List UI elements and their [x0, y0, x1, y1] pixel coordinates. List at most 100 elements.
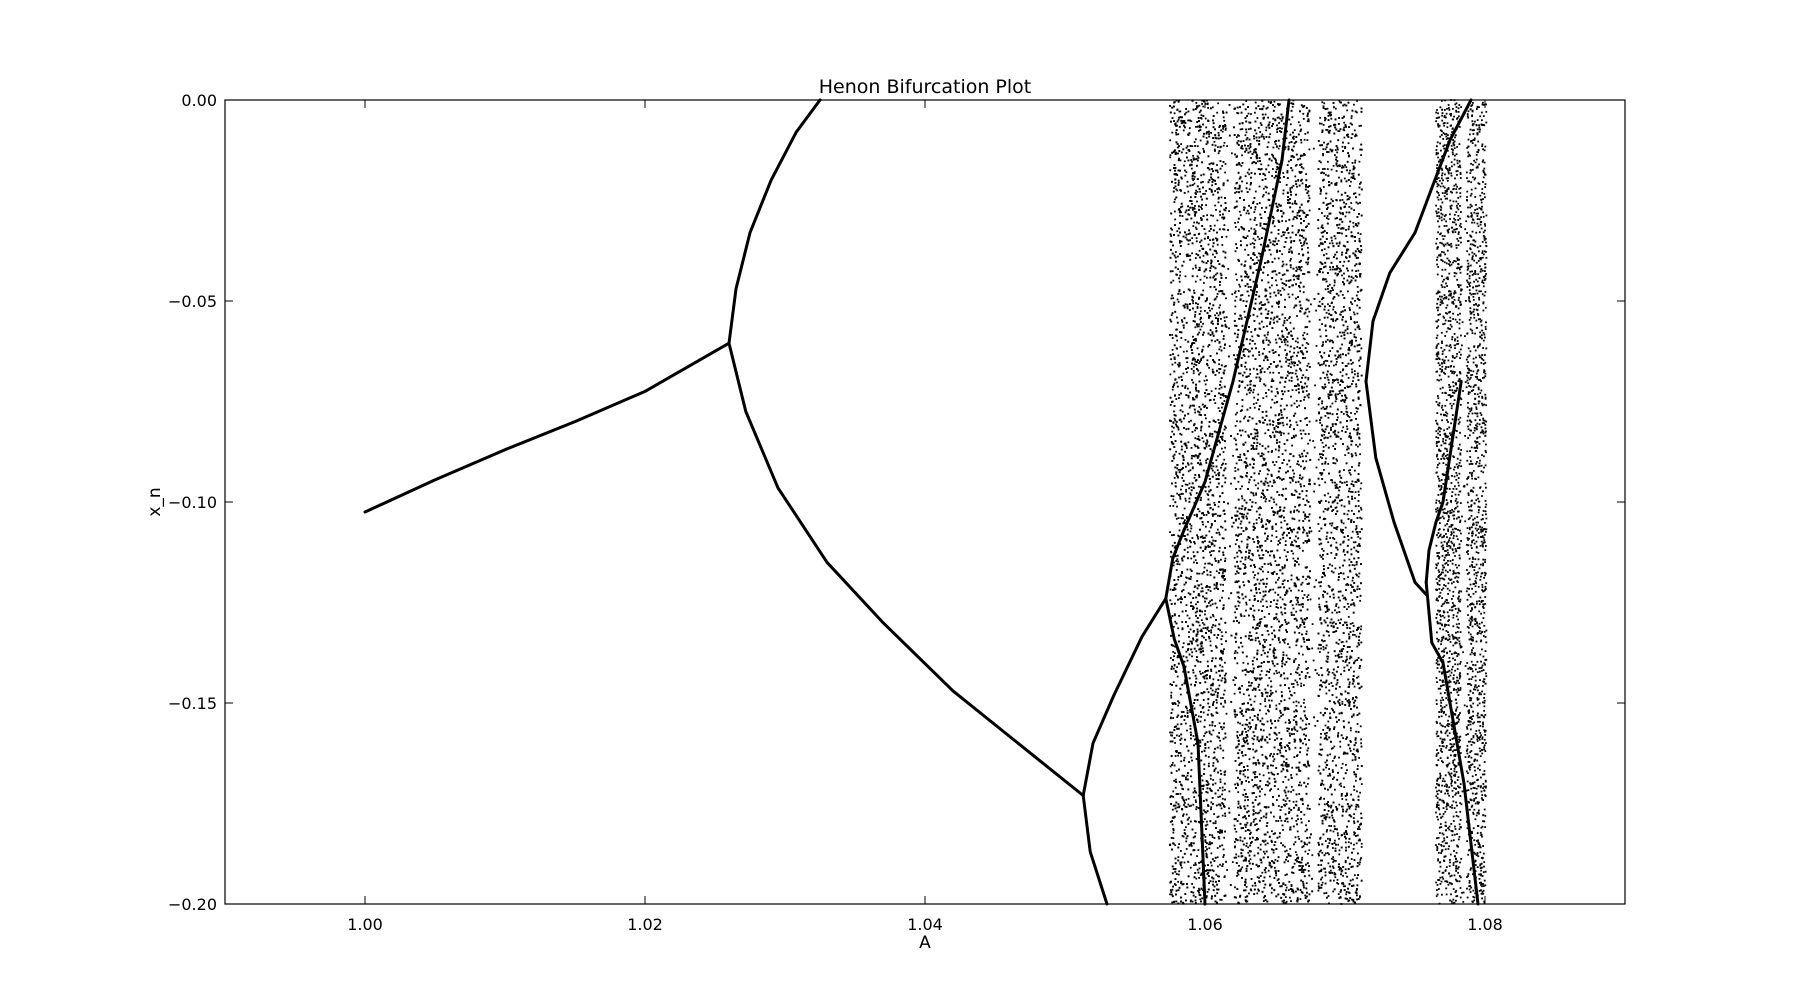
scatter-point [1224, 209, 1227, 212]
scatter-point [1173, 664, 1176, 667]
scatter-point [1212, 678, 1215, 681]
scatter-point [1293, 726, 1296, 729]
scatter-point [1311, 647, 1314, 650]
scatter-point [1356, 286, 1359, 288]
scatter-point [1327, 257, 1330, 260]
scatter-point [1189, 568, 1192, 571]
scatter-point [1186, 145, 1189, 148]
scatter-point [1338, 756, 1340, 759]
scatter-point [1331, 671, 1334, 674]
scatter-point [1244, 386, 1246, 389]
scatter-point [1184, 764, 1186, 767]
scatter-point [1347, 142, 1350, 145]
scatter-point [1300, 705, 1302, 708]
scatter-point [1178, 529, 1181, 532]
scatter-point [1245, 212, 1248, 215]
scatter-point [1321, 101, 1324, 104]
scatter-point [1199, 821, 1202, 824]
scatter-point [1346, 411, 1349, 414]
scatter-point [1332, 631, 1335, 633]
scatter-point [1273, 758, 1276, 761]
scatter-point [1344, 147, 1346, 149]
scatter-point [1244, 830, 1247, 832]
scatter-point [1213, 768, 1216, 771]
scatter-point [1177, 856, 1180, 858]
scatter-point [1216, 295, 1218, 298]
scatter-point [1205, 514, 1208, 516]
scatter-point [1191, 252, 1193, 255]
scatter-point [1287, 643, 1289, 645]
scatter-point [1347, 576, 1349, 578]
scatter-point [1185, 707, 1188, 710]
scatter-point [1249, 558, 1252, 561]
scatter-point [1253, 479, 1256, 482]
scatter-point [1178, 364, 1180, 367]
scatter-point [1203, 834, 1206, 836]
scatter-point [1206, 379, 1208, 382]
scatter-point [1328, 842, 1331, 844]
scatter-point [1239, 734, 1241, 737]
scatter-point [1223, 400, 1226, 402]
scatter-point [1291, 530, 1293, 533]
scatter-point [1169, 404, 1172, 406]
scatter-point [1343, 260, 1346, 263]
scatter-point [1254, 148, 1257, 150]
scatter-point [1214, 190, 1216, 192]
scatter-point [1223, 141, 1226, 144]
scatter-point [1235, 340, 1238, 342]
scatter-point [1216, 528, 1219, 531]
scatter-point [1194, 445, 1197, 448]
scatter-point [1224, 123, 1226, 126]
scatter-point [1169, 889, 1172, 891]
scatter-point [1209, 315, 1212, 317]
scatter-point [1169, 821, 1172, 823]
scatter-point [1205, 204, 1207, 206]
scatter-point [1296, 315, 1298, 317]
scatter-point [1335, 541, 1338, 544]
scatter-point [1262, 578, 1264, 581]
scatter-point [1315, 345, 1318, 347]
scatter-point [1360, 846, 1363, 848]
scatter-point [1323, 469, 1325, 471]
scatter-point [1322, 783, 1325, 786]
scatter-point [1261, 320, 1263, 323]
scatter-point [1290, 258, 1292, 260]
scatter-point [1291, 251, 1293, 254]
scatter-point [1304, 517, 1306, 520]
scatter-point [1262, 326, 1265, 328]
scatter-point [1329, 292, 1332, 295]
scatter-point [1289, 350, 1291, 353]
scatter-point [1238, 864, 1240, 867]
scatter-point [1235, 273, 1237, 276]
scatter-point [1292, 544, 1295, 547]
scatter-point [1213, 451, 1215, 453]
scatter-point [1261, 871, 1264, 874]
scatter-point [1219, 898, 1222, 901]
scatter-point [1303, 449, 1306, 452]
scatter-point [1350, 117, 1353, 120]
scatter-point [1273, 105, 1276, 108]
scatter-point [1281, 117, 1284, 120]
scatter-point [1255, 518, 1258, 521]
scatter-point [1360, 506, 1362, 509]
scatter-point [1223, 689, 1226, 692]
scatter-point [1342, 753, 1345, 755]
scatter-point [1190, 120, 1193, 123]
scatter-point [1195, 102, 1198, 104]
scatter-point [1337, 381, 1340, 384]
scatter-point [1222, 856, 1225, 858]
scatter-point [1206, 823, 1209, 826]
scatter-point [1280, 338, 1282, 341]
scatter-point [1296, 268, 1299, 271]
scatter-point [1353, 428, 1355, 430]
scatter-point [1178, 535, 1180, 538]
scatter-point [1359, 356, 1362, 359]
scatter-point [1251, 719, 1254, 721]
scatter-point [1252, 445, 1254, 447]
scatter-point [1266, 606, 1268, 608]
scatter-point [1235, 830, 1238, 833]
scatter-point [1266, 720, 1269, 723]
scatter-point [1353, 313, 1356, 316]
scatter-point [1357, 256, 1359, 259]
scatter-point [1303, 698, 1306, 701]
